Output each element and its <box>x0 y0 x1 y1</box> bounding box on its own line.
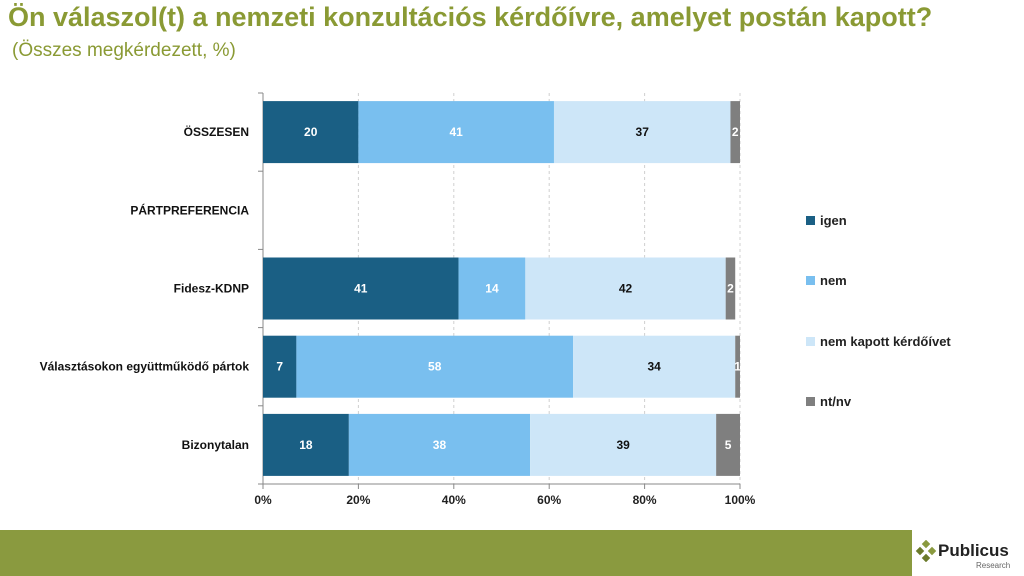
x-tick-label: 40% <box>442 493 466 507</box>
publicus-logo-icon <box>915 540 937 562</box>
logo-sub: Research <box>976 561 1011 570</box>
data-label: 18 <box>299 438 313 452</box>
legend-item: nt/nv <box>806 394 851 409</box>
category-label: ÖSSZESEN <box>184 124 249 139</box>
bar-segment-nem <box>296 335 574 398</box>
bar-segment-nt-nv <box>716 413 740 476</box>
legend-swatch <box>806 276 815 285</box>
legend-item: nem kapott kérdőívet <box>806 334 951 349</box>
legend-swatch <box>806 337 815 346</box>
data-label: 42 <box>619 282 633 296</box>
bar-segment-nem <box>358 101 554 164</box>
chart-title: Ön válaszol(t) a nemzeti konzultációs ké… <box>8 2 933 32</box>
data-label: 38 <box>433 438 447 452</box>
data-label: 34 <box>647 360 661 374</box>
bar-segment-nt-nv <box>735 335 740 398</box>
bar-segment-nem-kapott-k-rd--vet <box>530 413 717 476</box>
legend-swatch <box>806 397 815 406</box>
data-label: 41 <box>450 125 464 139</box>
data-label: 5 <box>725 438 732 452</box>
legend-label: igen <box>820 213 847 228</box>
legend-item: nem <box>806 273 847 288</box>
data-label: 14 <box>485 282 499 296</box>
data-label: 37 <box>636 125 650 139</box>
bar-segment-igen <box>263 101 359 164</box>
legend-label: nem kapott kérdőívet <box>820 334 951 349</box>
legend-label: nem <box>820 273 847 288</box>
x-tick-label: 20% <box>346 493 370 507</box>
legend-label: nt/nv <box>820 394 852 409</box>
data-label: 2 <box>727 282 734 296</box>
stacked-bar-chart: 0% 20% 40% 60% 80% 100% ÖSSZESEN 20 41 37 2 PÁRTPRE… <box>40 92 756 507</box>
bar-segment-nem-kapott-k-rd--vet <box>573 335 736 398</box>
category-label: PÁRTPREFERENCIA <box>130 202 249 217</box>
category-label: Fidesz-KDNP <box>174 282 249 296</box>
legend-swatch <box>806 216 815 225</box>
bar-segment-igen <box>263 257 459 320</box>
category-label: Választásokon együttműködő pártok <box>40 360 250 374</box>
bar-segment-nt-nv <box>730 101 740 164</box>
data-label: 2 <box>732 125 739 139</box>
bar-segment-igen <box>263 335 297 398</box>
bar-segment-nt-nv <box>725 257 736 320</box>
bar-segment-nem <box>348 413 531 476</box>
bar-segment-nem-kapott-k-rd--vet <box>525 257 726 320</box>
bar-segment-nem <box>458 257 526 320</box>
logo-name: Publicus <box>938 541 1009 560</box>
data-label: 20 <box>304 125 318 139</box>
publicus-logo: Publicus Research <box>912 530 1024 576</box>
category-label: Bizonytalan <box>182 438 249 452</box>
data-label: 1 <box>734 360 741 374</box>
legend-item: igen <box>806 213 847 228</box>
data-label: 41 <box>354 282 368 296</box>
data-label: 58 <box>428 360 442 374</box>
data-label: 7 <box>276 360 283 374</box>
footer-bar <box>0 530 1024 576</box>
bar-segment-nem-kapott-k-rd--vet <box>553 101 731 164</box>
x-tick-label: 100% <box>725 493 756 507</box>
data-label: 39 <box>616 438 630 452</box>
x-tick-label: 60% <box>537 493 561 507</box>
x-tick-label: 0% <box>254 493 272 507</box>
chart-subtitle: (Összes megkérdezett, %) <box>12 40 236 61</box>
x-tick-label: 80% <box>633 493 657 507</box>
bar-segment-igen <box>263 413 349 476</box>
